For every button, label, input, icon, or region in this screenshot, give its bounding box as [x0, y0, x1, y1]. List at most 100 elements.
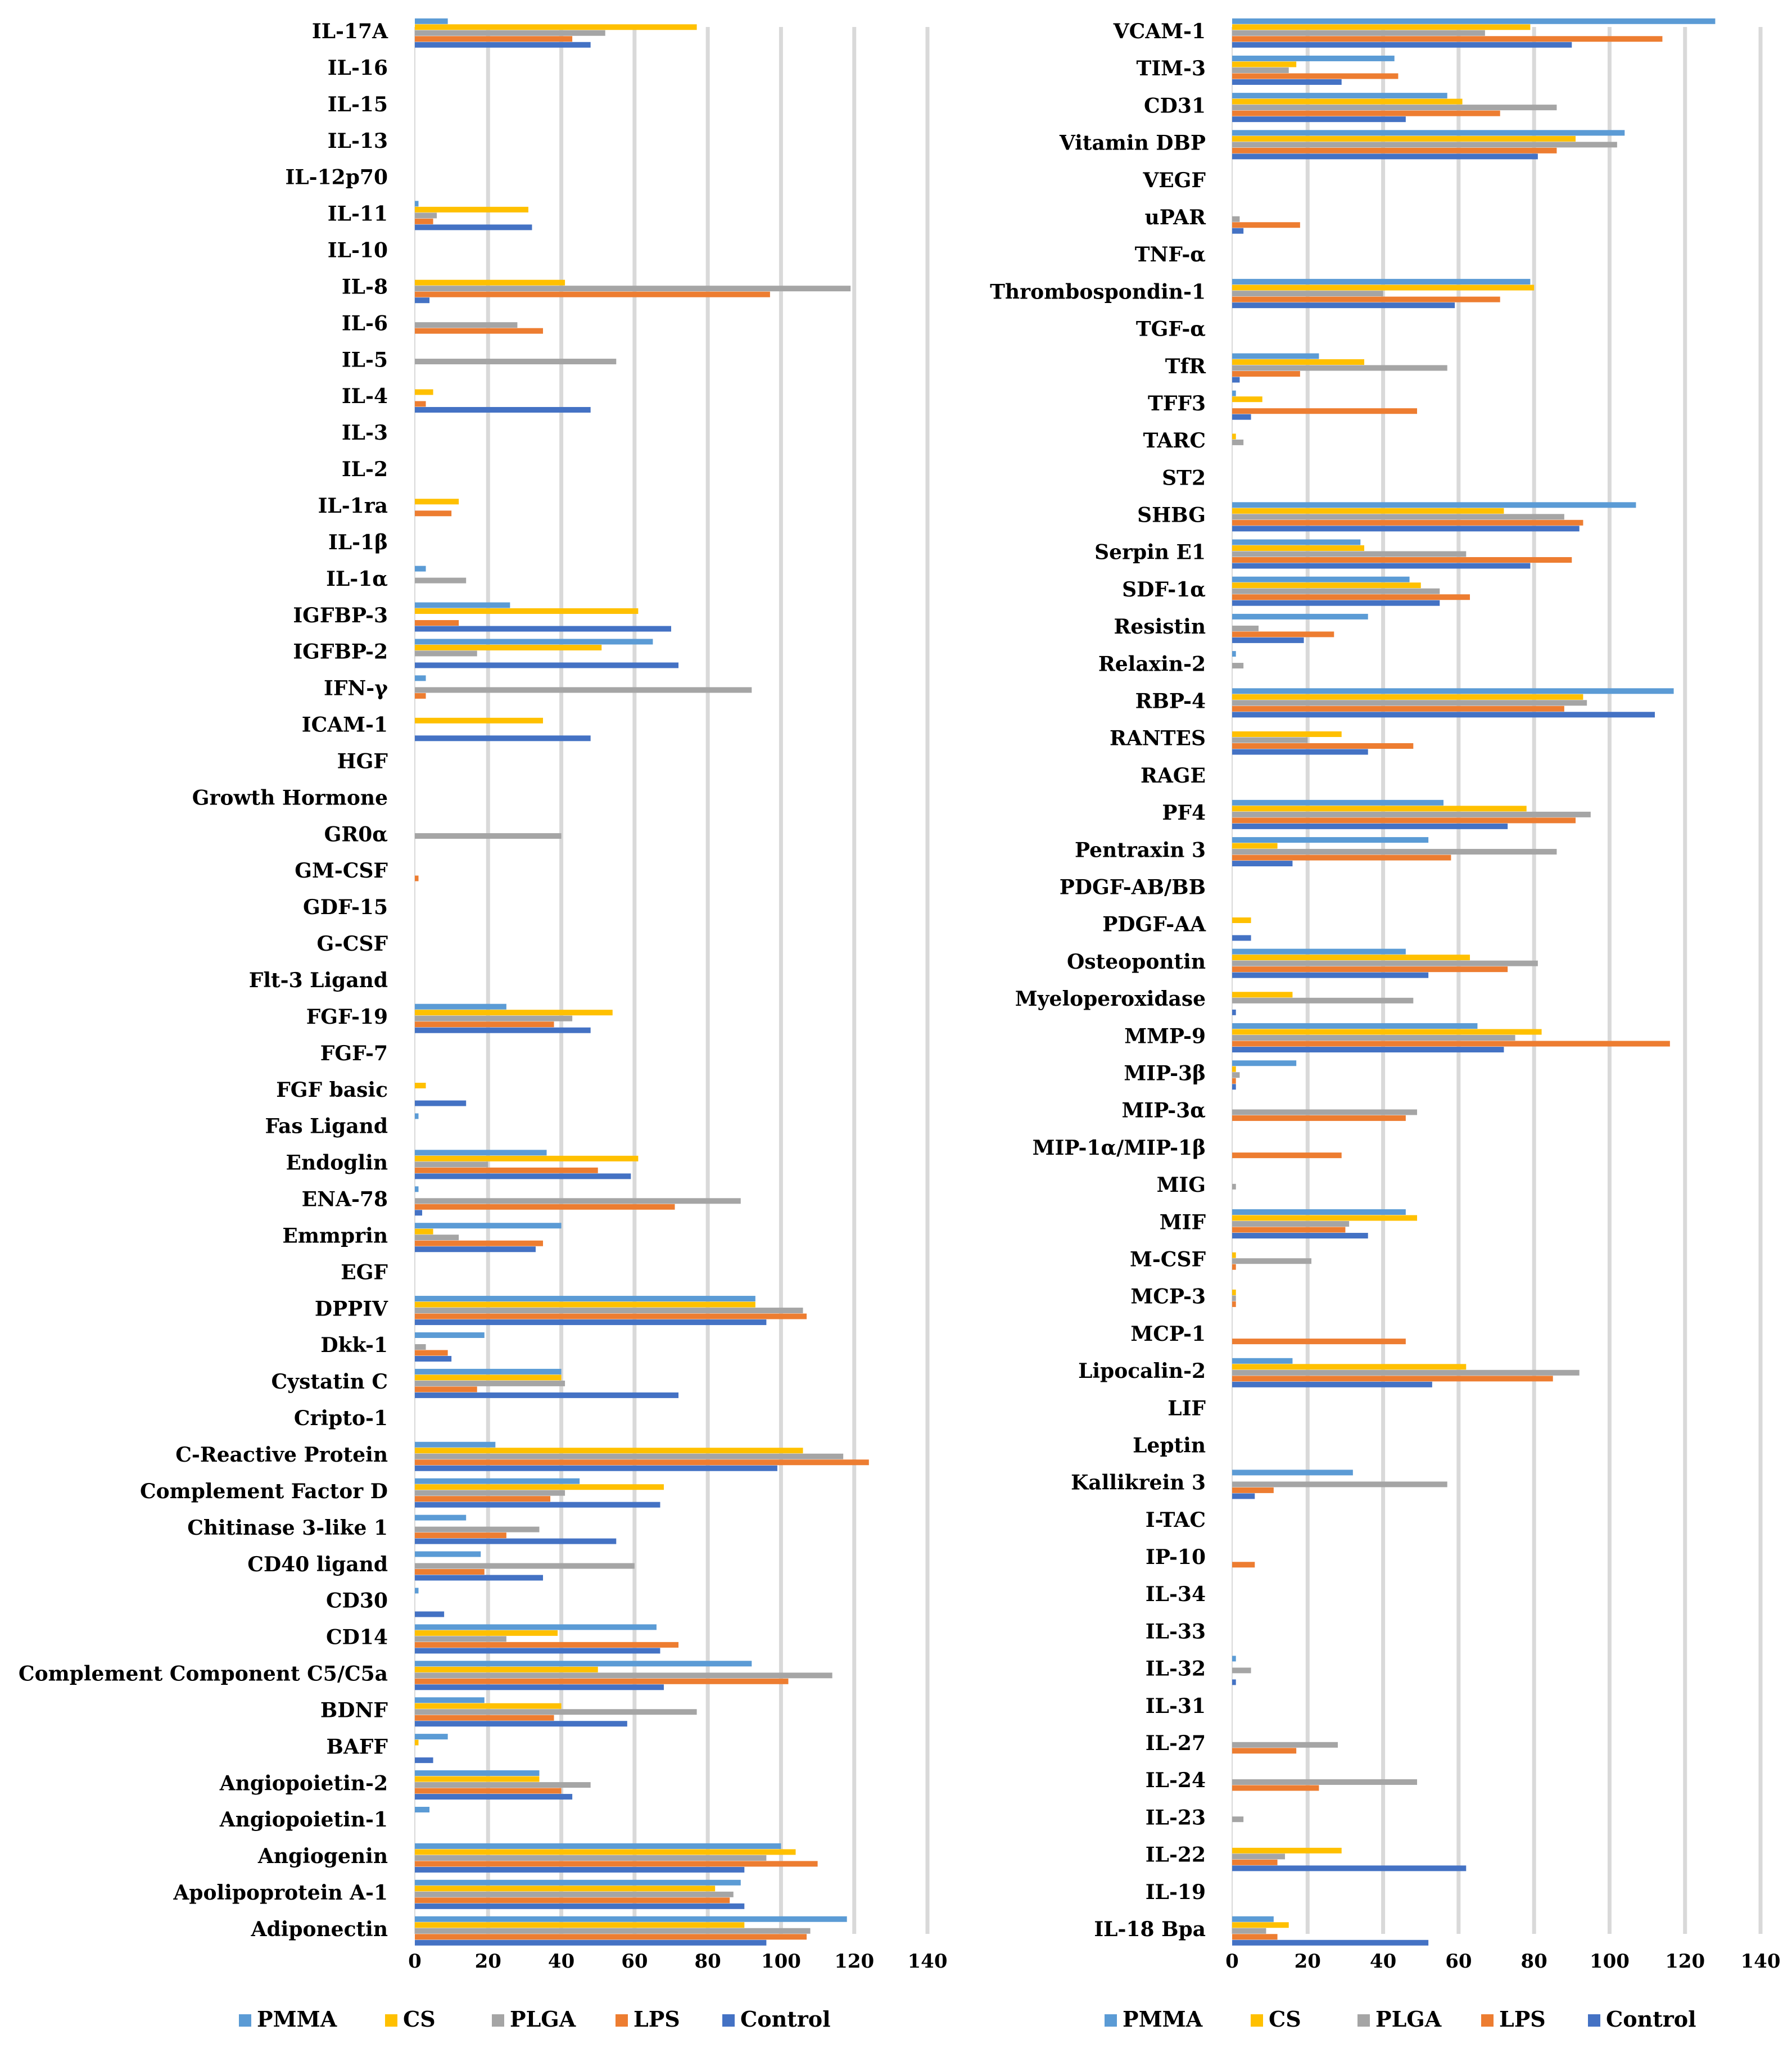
right-bar-ip-10-lps — [1232, 1562, 1255, 1568]
right-bar-serpin-e1-control — [1232, 563, 1531, 569]
left-category-label: IL-12p70 — [286, 166, 388, 189]
right-bar-vcam-1-pmma — [1232, 18, 1716, 24]
right-category-label: TFF3 — [1148, 392, 1206, 415]
right-legend: PMMA CS PLGA LPS Control — [1105, 2006, 1696, 2032]
right-bar-il-18-bpa-cs — [1232, 1922, 1289, 1928]
right-legend-swatch-cs — [1251, 2014, 1263, 2027]
left-bar-angiogenin-cs — [415, 1849, 796, 1855]
left-bar-angiogenin-plga — [415, 1855, 767, 1861]
left-category-label: Fas Ligand — [265, 1115, 388, 1138]
left-bar-fgf-19-pmma — [415, 1003, 506, 1010]
right-category-label: MIF — [1160, 1210, 1206, 1234]
right-bar-m-csf-cs — [1232, 1252, 1236, 1258]
right-legend-swatch-control — [1588, 2014, 1600, 2027]
right-bar-rantes-cs — [1232, 731, 1342, 737]
left-legend: PMMA CS PLGA LPS Control — [239, 2006, 831, 2032]
left-bar-bdnf-plga — [415, 1709, 697, 1715]
left-category-label: DPPIV — [315, 1297, 388, 1321]
right-bar-mif-control — [1232, 1233, 1368, 1239]
right-bar-upar-control — [1232, 228, 1244, 234]
right-category-label: MIP-1α/MIP-1β — [1033, 1136, 1206, 1160]
right-bar-mif-cs — [1232, 1215, 1417, 1221]
right-category-label: SHBG — [1137, 504, 1206, 527]
left-bar-angiogenin-control — [415, 1866, 745, 1873]
left-bar-ifn-plga — [415, 687, 752, 693]
right-bar-pf4-control — [1232, 823, 1508, 829]
right-bar-mmp-9-control — [1232, 1047, 1504, 1053]
right-category-label: Thrombospondin-1 — [990, 280, 1206, 304]
right-category-label: IL-32 — [1146, 1657, 1206, 1681]
left-bar-il-11-control — [415, 224, 532, 230]
right-bar-il-18-bpa-lps — [1232, 1934, 1278, 1940]
left-category-label: Cystatin C — [271, 1370, 388, 1394]
left-bar-dkk-1-lps — [415, 1350, 448, 1356]
left-bar-icam-1-cs — [415, 717, 543, 724]
right-legend-swatch-plga — [1357, 2014, 1370, 2027]
right-legend-label-plga: PLGA — [1375, 2006, 1442, 2032]
right-panel: VCAM-1 TIM-3 CD31 Vitamin DBP VEGF uPAR TNF-α T… — [990, 18, 1780, 2032]
right-category-label: MIG — [1157, 1173, 1206, 1197]
left-bar-adiponectin-cs — [415, 1922, 745, 1928]
right-bar-tfr-pmma — [1232, 353, 1319, 359]
left-bar-angiopoietin-2-plga — [415, 1782, 591, 1788]
right-bar-shbg-lps — [1232, 519, 1583, 526]
right-bar-pf4-cs — [1232, 806, 1527, 812]
right-category-label: IL-18 Bpa — [1094, 1918, 1206, 1941]
right-bar-il-32-plga — [1232, 1667, 1251, 1674]
right-bar-tff3-lps — [1232, 408, 1417, 414]
right-bar-il-27-plga — [1232, 1742, 1338, 1748]
right-bar-thrombospondin-1-lps — [1232, 296, 1500, 302]
left-category-label: Angiopoietin-2 — [219, 1771, 388, 1795]
right-category-label: IL-27 — [1146, 1731, 1206, 1755]
right-bar-kallikrein-3-pmma — [1232, 1470, 1353, 1476]
left-bar-c-reactive-protein-pmma — [415, 1441, 496, 1448]
left-bar-adiponectin-lps — [415, 1934, 807, 1940]
left-bar-complement-factor-d-control — [415, 1502, 660, 1508]
left-category-label: Dkk-1 — [320, 1333, 388, 1357]
right-category-label: RBP-4 — [1135, 690, 1206, 713]
left-panel: IL-17A IL-16 IL-15 IL-13 IL-12p70 IL-11 IL-10 I… — [19, 18, 947, 2032]
left-category-label: IL-2 — [342, 458, 388, 481]
left-bar-angiopoietin-1-pmma — [415, 1806, 430, 1812]
left-bar-dppiv-control — [415, 1319, 767, 1326]
left-bar-apolipoprotein-a-1-pmma — [415, 1879, 741, 1886]
left-bar-il-5-plga — [415, 359, 617, 365]
left-category-label: Adiponectin — [251, 1918, 388, 1941]
left-bar-apolipoprotein-a-1-lps — [415, 1897, 730, 1904]
right-bar-thrombospondin-1-plga — [1232, 291, 1383, 297]
left-bar-cd40-ligand-plga — [415, 1563, 635, 1569]
left-bar-gm-csf-lps — [415, 875, 419, 881]
right-bar-osteopontin-cs — [1232, 955, 1470, 961]
right-bar-mip-1-mip-1-lps — [1232, 1152, 1342, 1159]
right-bar-rbp-4-plga — [1232, 700, 1587, 706]
left-bar-il-17a-control — [415, 42, 591, 48]
left-bar-angiogenin-lps — [415, 1861, 818, 1867]
right-bar-pentraxin-3-lps — [1232, 855, 1451, 861]
right-category-label: CD31 — [1144, 94, 1206, 117]
left-bar-bdnf-control — [415, 1721, 627, 1727]
left-category-label: HGF — [337, 749, 388, 773]
right-legend-label-lps: LPS — [1499, 2006, 1546, 2032]
right-category-label: TNF-α — [1135, 243, 1206, 266]
left-bar-dkk-1-pmma — [415, 1332, 485, 1338]
right-bar-upar-plga — [1232, 216, 1240, 222]
left-bar-endoglin-control — [415, 1173, 631, 1179]
left-bar-dkk-1-control — [415, 1355, 452, 1362]
right-category-label: VEGF — [1142, 169, 1206, 192]
right-bar-mip-3-pmma — [1232, 1060, 1297, 1066]
right-x-tick-label: 80 — [1521, 1950, 1547, 1973]
left-bar-il-4-cs — [415, 389, 433, 395]
left-bar-bdnf-lps — [415, 1715, 554, 1721]
right-bar-sdf-1-lps — [1232, 594, 1470, 600]
left-bar-icam-1-control — [415, 735, 591, 742]
left-bar-cd14-pmma — [415, 1624, 657, 1630]
left-category-label: IL-3 — [342, 421, 388, 445]
right-bar-rbp-4-cs — [1232, 694, 1583, 700]
left-legend-label-cs: CS — [403, 2006, 436, 2032]
right-category-label: uPAR — [1145, 206, 1207, 229]
left-bar-il-1ra-lps — [415, 510, 452, 517]
left-category-label: EGF — [341, 1260, 388, 1284]
right-category-label: IL-23 — [1146, 1806, 1206, 1829]
right-category-label: PDGF-AB/BB — [1060, 876, 1206, 899]
right-category-label: Osteopontin — [1067, 950, 1206, 974]
